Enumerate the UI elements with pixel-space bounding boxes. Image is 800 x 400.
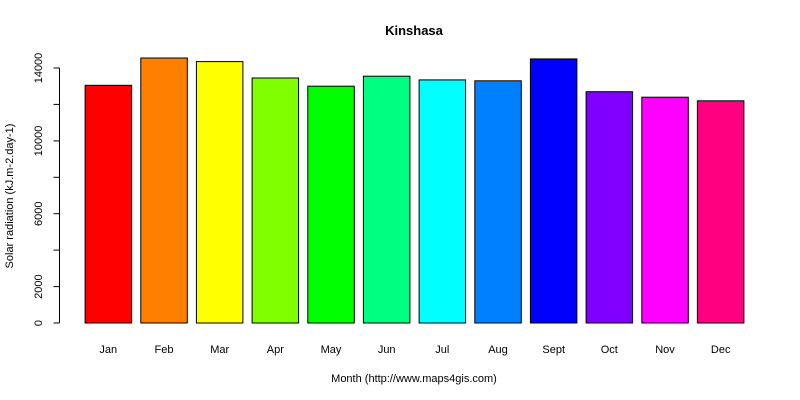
x-axis-label: Month (http://www.maps4gis.com) (331, 373, 497, 385)
y-tick-label: 10000 (33, 126, 45, 157)
x-tick-label: Jan (99, 344, 117, 356)
y-tick-label: 2000 (33, 274, 45, 298)
chart-title: Kinshasa (385, 23, 444, 38)
bar-oct (585, 91, 634, 324)
bar-jun (362, 75, 411, 324)
bar-mar (195, 61, 244, 324)
bar-aug (474, 80, 522, 324)
y-axis: 0 2000 6000 10000 14000 (33, 53, 60, 326)
bar-jul (418, 79, 467, 324)
bar-dec (696, 100, 745, 324)
bar-nov (641, 96, 689, 324)
x-axis: Jan Feb Mar Apr May Jun Jul Aug Sept Oct Nov Dec (99, 344, 731, 356)
x-tick-label: May (321, 344, 342, 356)
bar-may (307, 85, 355, 324)
x-tick-label: Nov (655, 344, 675, 356)
x-tick-label: Feb (155, 344, 174, 356)
x-tick-label: Apr (267, 344, 284, 356)
y-axis-label: Solar radiation (kJ.m-2.day-1) (4, 124, 16, 269)
y-tick-label: 14000 (33, 53, 45, 84)
x-tick-label: Jul (435, 344, 449, 356)
x-tick-label: Dec (711, 344, 731, 356)
bar-jan (84, 84, 133, 324)
bar-sept (529, 58, 578, 324)
bar-feb (140, 57, 188, 324)
x-tick-label: Sept (542, 344, 565, 356)
bars (84, 57, 745, 324)
x-tick-label: Jun (378, 344, 396, 356)
x-tick-label: Aug (488, 344, 508, 356)
x-tick-label: Oct (601, 344, 618, 356)
x-tick-label: Mar (210, 344, 229, 356)
y-tick-label: 6000 (33, 201, 45, 225)
y-tick-label: 0 (33, 320, 45, 326)
bar-apr (251, 77, 300, 324)
